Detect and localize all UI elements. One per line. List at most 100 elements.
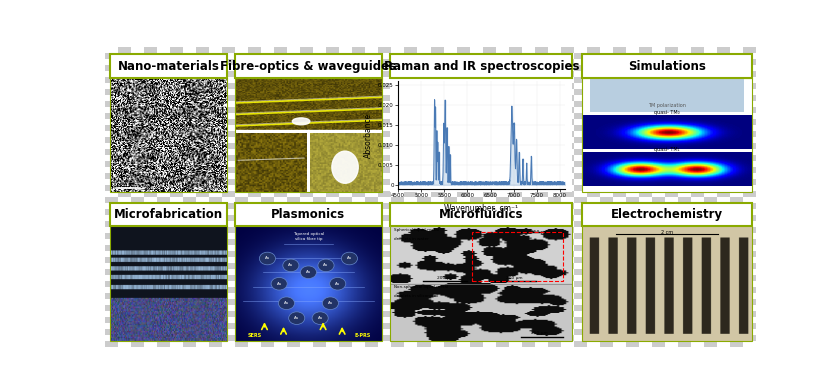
Bar [743,179,756,185]
Bar [327,341,339,347]
Bar [600,95,613,101]
Bar [131,233,144,239]
Bar [222,287,235,293]
Bar [118,257,131,263]
Bar [639,65,652,71]
Bar [261,281,275,287]
Bar [496,269,509,275]
Bar [431,275,444,281]
Bar [482,293,496,299]
Bar [717,209,730,215]
Bar [274,275,287,281]
Bar [535,137,548,143]
Bar [301,263,313,269]
Bar [482,341,496,347]
Bar [756,191,769,197]
Bar [105,89,118,95]
Bar [678,167,690,173]
Bar [391,71,405,77]
Bar [444,335,457,341]
Bar [444,65,457,71]
Bar [743,95,756,101]
Bar [339,305,353,311]
Bar [470,293,483,299]
Bar [105,155,118,161]
Bar [522,281,535,287]
Bar [730,77,743,83]
Bar [353,101,365,107]
Bar [743,197,756,203]
Bar [144,161,157,167]
Bar [235,227,249,233]
Bar [144,167,157,173]
Bar [769,107,782,113]
Bar [444,179,457,185]
Bar [339,239,353,245]
FancyBboxPatch shape [235,203,381,341]
Bar [327,275,339,281]
Bar [639,275,652,281]
Bar [457,239,470,245]
Bar [652,305,665,311]
Bar [157,197,170,203]
Bar [197,227,209,233]
Bar [287,257,301,263]
Bar [157,263,170,269]
Bar [756,239,769,245]
Bar [118,305,131,311]
Bar [431,143,444,149]
Bar [600,185,613,191]
Bar [444,245,457,251]
Bar [313,203,327,209]
Bar [118,275,131,281]
Bar [379,335,391,341]
Bar [417,323,431,329]
Bar [157,161,170,167]
Bar [704,77,717,83]
Bar [717,197,730,203]
Bar [171,149,183,155]
Bar [391,221,405,227]
Bar [561,227,574,233]
Bar [496,281,509,287]
Bar [431,173,444,179]
Bar [665,125,678,131]
Bar [118,245,131,251]
Bar [118,197,131,203]
Bar [482,287,496,293]
Bar [613,263,626,269]
Bar [339,323,353,329]
Bar [274,203,287,209]
Bar [548,251,561,257]
Bar [587,257,600,263]
Bar [301,161,313,167]
Bar [509,59,522,65]
Bar [339,317,353,323]
Bar [444,287,457,293]
Bar [482,119,496,125]
Bar [730,71,743,77]
Bar [690,215,704,221]
Bar [131,179,144,185]
Bar [417,53,431,59]
Bar [222,191,235,197]
Bar [157,293,170,299]
Bar [327,209,339,215]
Bar [639,257,652,263]
Bar [509,173,522,179]
Bar [665,167,678,173]
Bar [379,71,391,77]
Bar [327,137,339,143]
Bar [470,113,483,119]
Bar [457,341,470,347]
Bar [522,47,535,53]
Bar [301,167,313,173]
Bar [496,257,509,263]
Bar [431,131,444,137]
Bar [769,305,782,311]
Bar [535,71,548,77]
Bar [222,239,235,245]
Bar [587,275,600,281]
Bar [417,161,431,167]
Bar [391,47,405,53]
